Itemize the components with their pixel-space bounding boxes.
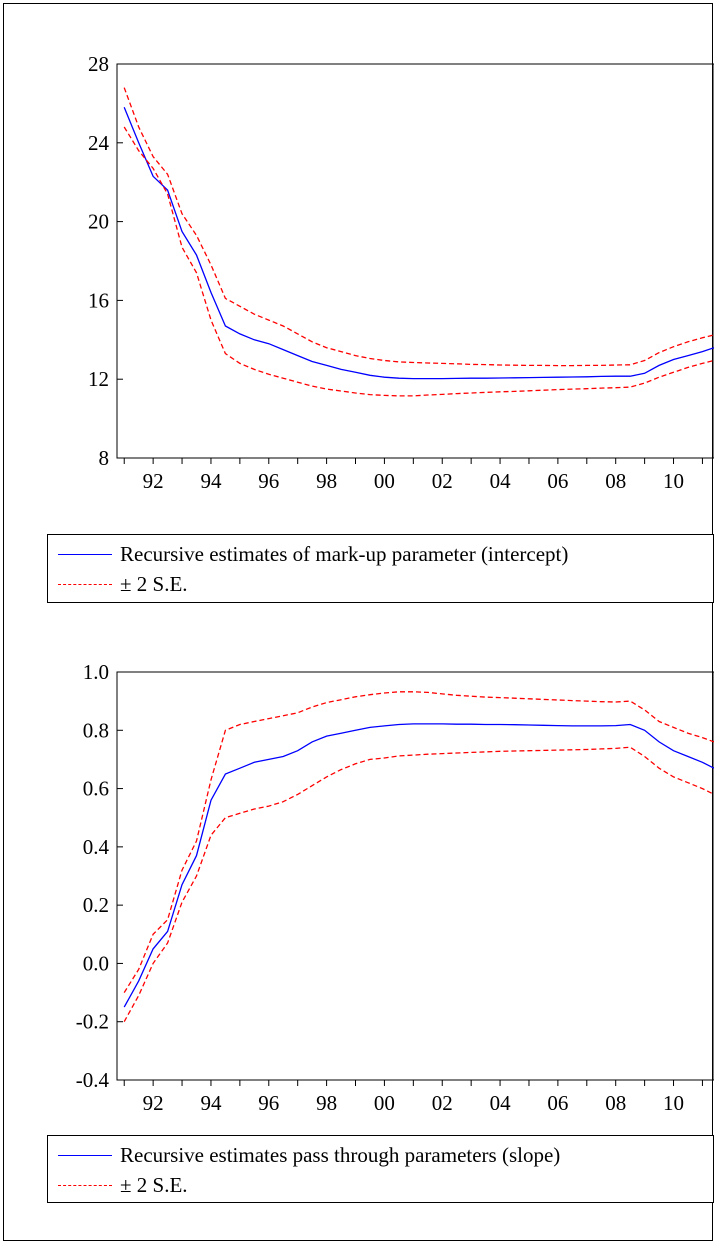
- x-tick-label: 96: [258, 469, 279, 493]
- y-tick-label: 1.0: [83, 660, 109, 684]
- x-tick-label: 00: [374, 469, 395, 493]
- y-tick-label: 20: [88, 210, 109, 234]
- y-tick-label: -0.2: [76, 1010, 109, 1034]
- x-tick-label: 94: [200, 1091, 222, 1115]
- x-tick-label: 92: [143, 469, 164, 493]
- series-upper-band: [123, 87, 714, 367]
- x-tick-label: 08: [605, 469, 626, 493]
- y-tick-label: 0.4: [83, 835, 110, 859]
- legend-swatch-dashed: [58, 1184, 112, 1186]
- legend-slope: Recursive estimates pass through paramet…: [47, 1135, 714, 1203]
- x-tick-label: 98: [316, 1091, 337, 1115]
- x-tick-label: 06: [547, 1091, 568, 1115]
- x-tick-label: 92: [143, 1091, 164, 1115]
- series-lower-band: [123, 746, 714, 1023]
- figure-frame: 8 12 16 20 24 28 92 94 96 98 00 02 04 06 08 10 Recursiv…: [3, 3, 714, 1241]
- x-tick-label: 00: [374, 1091, 395, 1115]
- x-tick-label: 06: [547, 469, 568, 493]
- y-tick-label: 28: [88, 52, 109, 76]
- legend-item-estimate: Recursive estimates pass through paramet…: [48, 1141, 713, 1169]
- legend-item-estimate: Recursive estimates of mark-up parameter…: [48, 540, 713, 568]
- y-tick-label: -0.4: [76, 1068, 110, 1092]
- x-tick-label: 04: [490, 469, 512, 493]
- legend-label: Recursive estimates of mark-up parameter…: [120, 541, 569, 566]
- series-estimate: [123, 723, 714, 1008]
- legend-item-se-band: ± 2 S.E.: [48, 570, 713, 598]
- y-tick-label: 24: [88, 131, 110, 155]
- legend-label: Recursive estimates pass through paramet…: [120, 1142, 561, 1167]
- y-tick-label: 0.2: [83, 893, 109, 917]
- y-tick-label: 8: [99, 446, 110, 470]
- legend-intercept: Recursive estimates of mark-up parameter…: [47, 534, 714, 603]
- x-tick-label: 08: [605, 1091, 626, 1115]
- series-lower-band: [123, 126, 714, 397]
- x-tick-label: 02: [432, 469, 453, 493]
- y-tick-label: 12: [88, 367, 109, 391]
- legend-swatch-solid: [58, 553, 112, 555]
- legend-item-se-band: ± 2 S.E.: [48, 1171, 713, 1199]
- series-upper-band: [123, 691, 714, 993]
- y-tick-label: 0.6: [83, 777, 109, 801]
- y-tick-label: 16: [88, 288, 109, 312]
- x-tick-label: 04: [490, 1091, 512, 1115]
- x-tick-label: 94: [200, 469, 222, 493]
- y-tick-label: 0.0: [83, 951, 109, 975]
- x-tick-label: 02: [432, 1091, 453, 1115]
- legend-swatch-dashed: [58, 583, 112, 585]
- y-tick-label: 0.8: [83, 718, 109, 742]
- x-tick-label: 10: [663, 469, 684, 493]
- legend-swatch-solid: [58, 1154, 112, 1156]
- legend-label: ± 2 S.E.: [120, 1172, 188, 1197]
- plot-area: [116, 63, 714, 459]
- plot-area: [116, 671, 714, 1081]
- x-tick-label: 96: [258, 1091, 279, 1115]
- series-estimate: [123, 107, 714, 380]
- x-tick-label: 10: [663, 1091, 684, 1115]
- chart-intercept: 8 12 16 20 24 28 92 94 96 98 00 02 04 06 08 10: [88, 52, 714, 493]
- chart-slope: -0.4 -0.2 0.0 0.2 0.4 0.6 0.8 1.0 92 94 96 98 00 02 04…: [76, 660, 714, 1115]
- x-tick-label: 98: [316, 469, 337, 493]
- legend-label: ± 2 S.E.: [120, 571, 188, 596]
